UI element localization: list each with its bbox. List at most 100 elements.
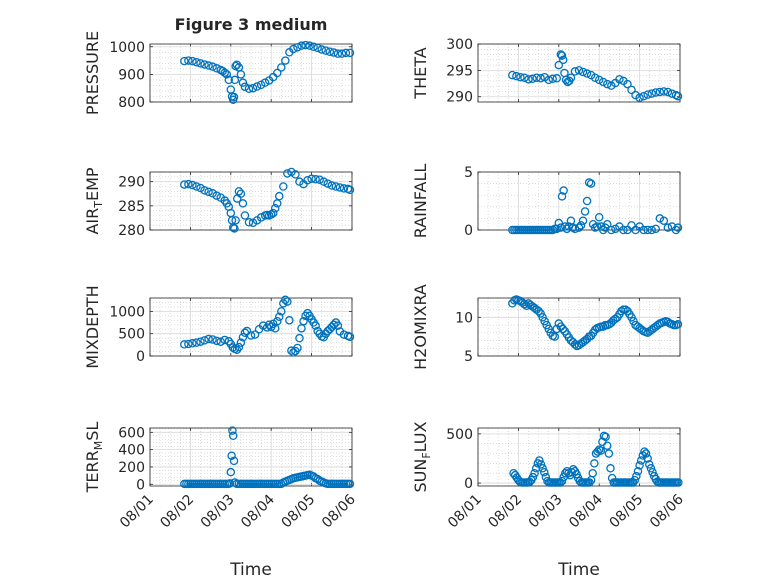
data-point [317, 45, 326, 54]
data-point [266, 210, 276, 219]
data-point [572, 469, 581, 479]
data-point [327, 181, 337, 190]
data-point [188, 339, 197, 348]
y-tick-label: 10 [455, 310, 473, 326]
data-point [192, 182, 201, 191]
data-point [196, 337, 205, 346]
y-axis-label: THETA [411, 47, 430, 99]
data-point [528, 74, 537, 84]
data-point [184, 339, 193, 349]
data-point [236, 338, 246, 347]
data-point [619, 225, 628, 235]
data-point [230, 75, 240, 85]
data-point [528, 472, 538, 482]
data-point [188, 180, 197, 190]
data-point [293, 343, 302, 353]
data-point [184, 179, 193, 189]
data-point [647, 225, 656, 235]
data-point [192, 338, 201, 347]
data-point [580, 207, 590, 216]
data-point [341, 48, 351, 58]
data-series [508, 178, 683, 235]
x-tick-label: 08/04 [238, 491, 278, 531]
data-point [228, 223, 238, 232]
data-point [260, 78, 270, 87]
data-point [673, 223, 683, 232]
data-point [639, 225, 648, 235]
data-point [570, 224, 580, 234]
x-tick-label: 08/01 [445, 492, 485, 532]
data-point [603, 219, 612, 229]
data-point [508, 70, 517, 80]
data-point [231, 216, 240, 225]
data-point [313, 43, 322, 53]
data-point [293, 43, 302, 52]
data-point [607, 225, 616, 235]
x-axis-label: Time [229, 560, 272, 580]
subplot-air-temp: 280 285 290 AIRTEMP [83, 167, 355, 239]
data-point [252, 82, 262, 91]
data-point [285, 316, 294, 325]
y-tick-label: 290 [118, 175, 145, 191]
data-point [222, 70, 232, 79]
data-point [204, 61, 213, 70]
data-point [283, 297, 292, 306]
data-point [586, 179, 596, 188]
data-point [558, 324, 568, 334]
data-point [598, 225, 608, 235]
data-point [635, 461, 644, 470]
data-point [554, 60, 564, 70]
data-point [594, 212, 604, 222]
data-point [184, 56, 193, 65]
x-tick-label: 08/02 [485, 492, 525, 532]
data-point [238, 78, 248, 87]
data-point [673, 91, 683, 101]
data-point [200, 336, 209, 345]
data-point [641, 449, 651, 458]
y-axis-label: MIXDEPTH [83, 285, 102, 368]
data-point [627, 85, 636, 95]
data-point [536, 460, 546, 469]
data-point [643, 90, 652, 99]
data-point [512, 71, 521, 81]
data-point [648, 467, 657, 477]
data-point [596, 446, 606, 455]
x-tick-label: 08/04 [566, 491, 606, 531]
data-point [180, 340, 189, 349]
data-point [633, 467, 643, 476]
data-point [291, 170, 300, 179]
data-series [508, 50, 683, 103]
data-point [604, 449, 614, 458]
data-point [281, 295, 290, 305]
data-point [301, 40, 310, 50]
data-point [228, 431, 238, 441]
subplot-mixdepth: 0 500 1000 MIXDEPTH [83, 285, 355, 369]
data-point [228, 426, 237, 435]
data-point [646, 464, 656, 473]
data-point [578, 67, 588, 77]
data-point [200, 60, 209, 69]
x-tick-label: 08/03 [526, 492, 566, 532]
y-tick-label: 0 [464, 476, 473, 492]
data-point [566, 73, 576, 82]
data-point [268, 208, 278, 218]
y-axis-label: TERRMSL [83, 422, 105, 494]
y-tick-label: 800 [118, 95, 145, 111]
data-point [335, 183, 345, 192]
data-point [180, 180, 189, 189]
data-point [548, 74, 557, 84]
data-point [552, 224, 562, 234]
data-point [601, 432, 610, 442]
data-point [323, 179, 333, 188]
x-tick-label: 08/01 [117, 492, 157, 532]
data-point [240, 82, 250, 92]
data-point [248, 83, 258, 93]
subplot-rainfall: 0 5 RAINFALL [411, 164, 683, 239]
data-point [200, 186, 209, 195]
data-point [623, 79, 632, 89]
data-point [331, 182, 341, 191]
y-axis-label: H2OMIXRA [411, 284, 430, 370]
data-series [180, 295, 355, 357]
x-tick-label: 08/02 [157, 492, 197, 532]
data-point [270, 203, 280, 213]
